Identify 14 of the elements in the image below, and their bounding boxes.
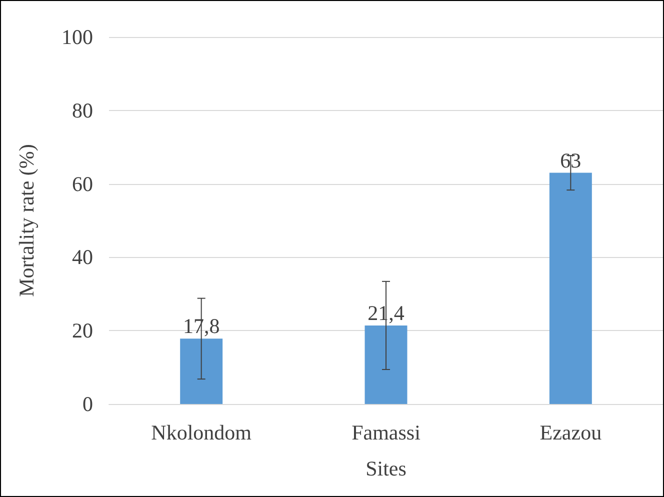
- y-axis-title: Mortality rate (%): [14, 144, 38, 297]
- y-tick-label: 0: [82, 392, 93, 416]
- y-tick-label: 20: [72, 318, 93, 343]
- x-tick-label: Ezazou: [540, 420, 602, 444]
- y-tick-label: 80: [72, 98, 93, 122]
- x-tick-label: Nkolondom: [151, 420, 252, 444]
- y-tick-label: 60: [72, 172, 93, 196]
- y-tick-label: 40: [72, 245, 93, 270]
- bar: [549, 172, 592, 404]
- bar: [364, 325, 408, 404]
- y-tick-label: 100: [62, 25, 93, 49]
- x-tick-label: Famassi: [352, 420, 421, 444]
- x-axis-title: Sites: [366, 456, 406, 480]
- bar: [180, 338, 223, 404]
